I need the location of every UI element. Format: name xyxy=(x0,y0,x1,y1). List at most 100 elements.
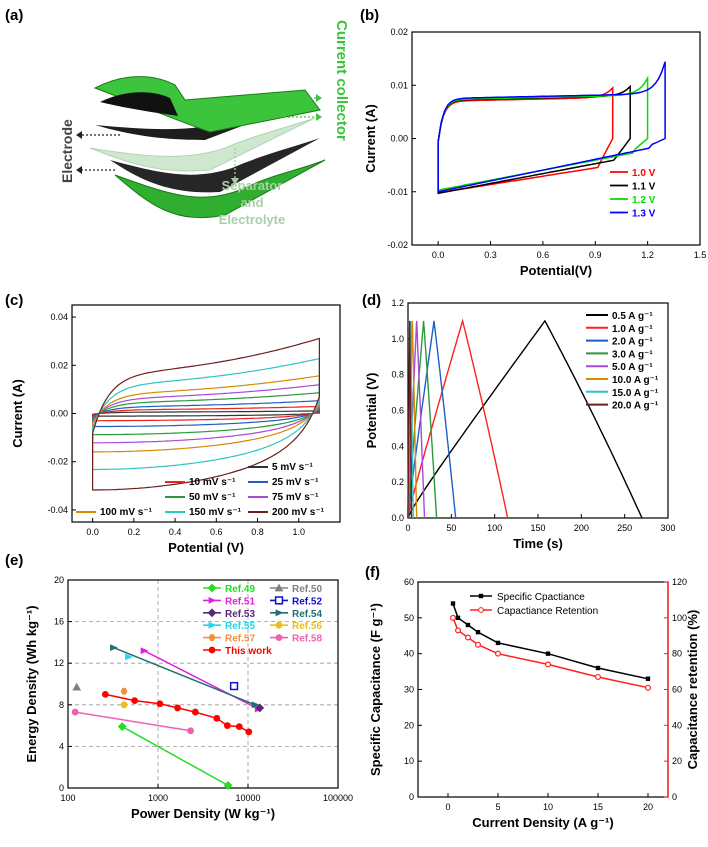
y-tick-label: 0.6 xyxy=(391,406,404,416)
x-tick-label: 0.0 xyxy=(432,250,445,260)
legend-label: 10 mV s⁻¹ xyxy=(189,477,236,488)
data-point xyxy=(120,701,128,709)
electrode-arrowhead-2 xyxy=(76,166,82,174)
x-tick-label: 10 xyxy=(543,802,553,812)
x-tick-label: 10000 xyxy=(235,793,260,803)
x-tick-label: 0.0 xyxy=(86,527,99,537)
data-point xyxy=(235,723,243,731)
electrode-top-flap xyxy=(100,92,178,116)
y-tick-label: 1.0 xyxy=(391,334,404,344)
x-tick-label: 50 xyxy=(446,523,456,533)
legend-label: Ref.56 xyxy=(292,621,322,632)
x-tick-label: 0.2 xyxy=(128,527,141,537)
cv-curve-3 xyxy=(437,61,666,193)
data-point xyxy=(156,700,164,708)
legend-label: Ref.50 xyxy=(292,584,322,595)
data-point xyxy=(455,615,461,621)
data-point xyxy=(465,634,472,641)
y2-tick-label: 40 xyxy=(672,720,682,730)
data-point xyxy=(245,728,253,736)
x-axis-label: Potential(V) xyxy=(520,263,592,278)
cv-curve-6 xyxy=(92,357,320,471)
legend-label: 5.0 A g⁻¹ xyxy=(612,362,653,373)
y-tick-label: 0.8 xyxy=(391,370,404,380)
cv-curve-5 xyxy=(92,375,320,453)
legend-marker xyxy=(478,607,484,613)
series-line-2 xyxy=(143,650,259,710)
electrode-label: Electrode xyxy=(59,119,75,183)
x-tick-label: 1.5 xyxy=(694,250,707,260)
data-point xyxy=(450,614,457,621)
data-point xyxy=(495,640,501,646)
y2-tick-label: 100 xyxy=(672,613,687,623)
legend-marker xyxy=(208,597,217,604)
legend-label: Capactiance Retention xyxy=(497,606,598,617)
y-tick-label: 16 xyxy=(54,617,64,627)
legend-label: 20.0 A g⁻¹ xyxy=(612,401,659,412)
chart-c-cv-scan-rates: 0.0 0.2 0.4 0.6 0.8 1.0 -0.04 -0.02 0.00 0.02 0.04… xyxy=(10,304,341,555)
rate-line-1 xyxy=(452,617,649,689)
data-point xyxy=(223,722,231,729)
cv-curve-3 xyxy=(92,392,320,436)
legend-label: 3.0 A g⁻¹ xyxy=(612,349,653,360)
data-point xyxy=(140,647,149,655)
x-tick-label: 200 xyxy=(574,523,589,533)
data-point xyxy=(223,781,233,790)
legend-marker xyxy=(478,593,484,599)
data-point xyxy=(251,701,260,709)
x-tick-label: 0.6 xyxy=(210,527,223,537)
x-tick-label: 0 xyxy=(445,802,450,812)
y-tick-label: 0.0 xyxy=(391,513,404,523)
y-tick-label: 0.2 xyxy=(391,477,404,487)
data-point xyxy=(544,661,551,668)
y-tick-label: 0.02 xyxy=(390,27,408,37)
legend-marker xyxy=(207,583,217,593)
current-collector-label: Current collector xyxy=(333,20,350,141)
x-tick-label: 15 xyxy=(593,802,603,812)
y-tick-label: 12 xyxy=(54,658,64,668)
y-tick-label: -0.04 xyxy=(47,505,68,515)
series-line-5 xyxy=(113,646,256,706)
cv-curve-0 xyxy=(437,86,614,194)
data-point xyxy=(110,644,118,651)
legend-label: Ref.51 xyxy=(225,596,255,607)
y2-tick-label: 60 xyxy=(672,685,682,695)
x-tick-label: 0.4 xyxy=(169,527,182,537)
electrolyte-label: Electrolyte xyxy=(219,212,285,227)
electrode-bottom xyxy=(110,138,320,193)
data-point xyxy=(187,727,194,735)
x-tick-label: 0.9 xyxy=(589,250,602,260)
y-tick-label: 0.01 xyxy=(390,80,408,90)
x-axis-label: Potential (V) xyxy=(168,540,244,555)
y2-tick-label: 80 xyxy=(672,649,682,659)
legend-label: 75 mV s⁻¹ xyxy=(272,492,319,503)
y-tick-label: 0.00 xyxy=(50,409,68,419)
cv-curve-2 xyxy=(92,400,320,428)
y-axis-label: Potential (V) xyxy=(364,373,379,449)
y-tick-label: -0.02 xyxy=(387,240,408,250)
legend-label: 15.0 A g⁻¹ xyxy=(612,388,659,399)
x-tick-label: 0.8 xyxy=(251,527,264,537)
legend-label: This work xyxy=(225,646,272,657)
data-point xyxy=(117,722,127,732)
chart-e-ragone: 100 1000 10000 100000 0 4 8 12 16 20 Power Density… xyxy=(24,575,353,821)
data-point xyxy=(125,653,133,661)
y2-axis-label: Capacitance retention (%) xyxy=(685,610,700,770)
legend-marker xyxy=(274,583,284,592)
y-axis-label: Current (A) xyxy=(363,104,378,173)
x-tick-label: 300 xyxy=(660,523,675,533)
electrode-arrowhead-1 xyxy=(76,131,82,139)
electrode-top xyxy=(95,100,310,140)
cv-curve-0 xyxy=(92,410,320,417)
x-axis-label: Power Density (W kg⁻¹) xyxy=(131,806,275,821)
data-point xyxy=(131,697,139,705)
x-tick-label: 0 xyxy=(405,523,410,533)
separator-label: Separator xyxy=(222,178,283,193)
y-tick-label: -0.02 xyxy=(47,457,68,467)
legend-label: Ref.55 xyxy=(225,621,255,632)
and-label: and xyxy=(240,195,263,210)
data-point xyxy=(71,708,79,716)
data-point xyxy=(72,682,82,691)
panel-label-e: (e) xyxy=(5,552,23,569)
y-tick-label: 40 xyxy=(404,649,414,659)
